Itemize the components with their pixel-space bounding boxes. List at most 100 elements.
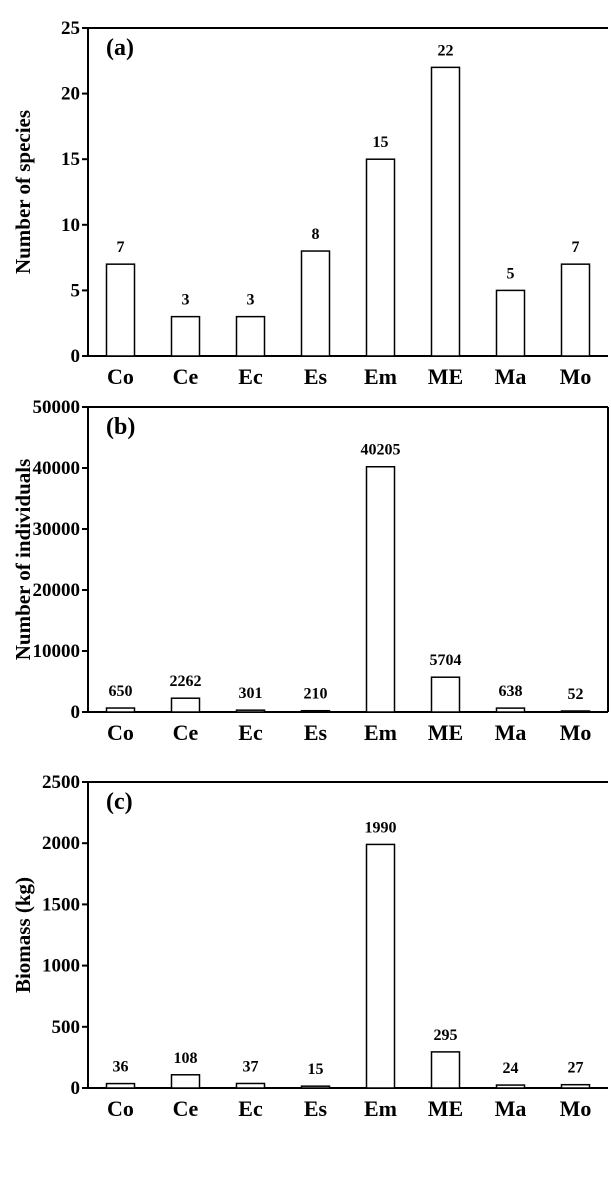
- panel-label: (c): [106, 789, 133, 815]
- x-tick-label: Em: [364, 720, 397, 745]
- y-tick-label: 40000: [33, 458, 81, 479]
- bar-em: [365, 843, 396, 1089]
- x-tick-label: Mo: [560, 1096, 592, 1121]
- y-tick-label: 50000: [33, 397, 81, 418]
- chart-panel-b: 0 10000 20000 30000 40000 50000 Number of indi…: [11, 397, 609, 745]
- bar-me: [430, 676, 461, 713]
- data-label: 7: [117, 239, 125, 256]
- data-label: 1990: [365, 819, 397, 836]
- data-label: 5: [507, 265, 515, 282]
- x-tick-label: Em: [364, 1096, 397, 1121]
- data-label: 5704: [430, 652, 462, 669]
- data-label: 650: [109, 683, 133, 700]
- bar-es: [300, 709, 331, 713]
- y-axis-label: Number of species: [11, 110, 35, 274]
- x-tick-label: Ma: [495, 364, 527, 389]
- bar-em: [365, 465, 396, 713]
- data-label: 15: [373, 134, 389, 151]
- data-label: 24: [503, 1060, 519, 1077]
- y-tick-label: 1500: [42, 894, 80, 915]
- data-label: 52: [568, 686, 584, 703]
- bar-em: [365, 158, 396, 357]
- y-tick-label: 0: [71, 702, 81, 723]
- x-tick-label: ME: [428, 1096, 463, 1121]
- y-tick-label: 0: [71, 1078, 81, 1099]
- x-tick-label: Ce: [173, 720, 199, 745]
- bar-mo: [560, 263, 591, 357]
- bar-ce: [170, 315, 201, 357]
- bar-ce: [170, 697, 201, 713]
- y-tick-label: 10000: [33, 641, 81, 662]
- x-tick-label: Ec: [238, 720, 263, 745]
- chart-panel-a: 0 5 10 15 20 25 Number of species (a) 7 Co 3 Ce 3 Ec 8…: [11, 18, 608, 389]
- y-tick-label: 2500: [42, 772, 80, 793]
- bar-co: [105, 707, 136, 713]
- x-tick-label: ME: [428, 364, 463, 389]
- x-tick-label: Es: [304, 720, 328, 745]
- data-label: 37: [243, 1058, 259, 1075]
- x-tick-label: Es: [304, 1096, 328, 1121]
- x-tick-label: Ec: [238, 364, 263, 389]
- x-tick-label: Ce: [173, 1096, 199, 1121]
- x-tick-label: Ma: [495, 720, 527, 745]
- data-label: 108: [174, 1050, 198, 1067]
- bar-ec: [235, 709, 266, 713]
- x-tick-label: Mo: [560, 364, 592, 389]
- data-label: 7: [572, 239, 580, 256]
- bar-co: [105, 1082, 136, 1089]
- data-label: 27: [568, 1060, 584, 1077]
- bar-ec: [235, 1082, 266, 1089]
- data-label: 36: [113, 1059, 129, 1076]
- y-tick-label: 2000: [42, 833, 80, 854]
- y-tick-label: 500: [52, 1017, 81, 1038]
- panel-label: (a): [106, 35, 134, 61]
- data-label: 210: [304, 686, 328, 703]
- y-tick-label: 25: [61, 18, 80, 39]
- chart-panel-c: 0 500 1000 1500 2000 2500 Biomass (kg) (c) 36 Co 1…: [11, 772, 608, 1121]
- x-tick-label: Mo: [560, 720, 592, 745]
- y-tick-label: 15: [61, 149, 80, 170]
- x-tick-label: Ma: [495, 1096, 527, 1121]
- x-tick-label: Em: [364, 364, 397, 389]
- bar-ec: [235, 315, 266, 357]
- panel-label: (b): [106, 414, 135, 440]
- data-label: 40205: [361, 442, 401, 459]
- data-label: 638: [499, 683, 523, 700]
- y-tick-label: 20000: [33, 580, 81, 601]
- bar-es: [300, 1085, 331, 1089]
- y-tick-label: 5: [71, 280, 81, 301]
- x-tick-label: ME: [428, 720, 463, 745]
- data-label: 22: [438, 42, 454, 59]
- data-label: 15: [308, 1061, 324, 1078]
- x-tick-label: Co: [107, 364, 134, 389]
- y-axis-label: Biomass (kg): [11, 877, 35, 993]
- y-axis-label: Number of individuals: [11, 459, 35, 661]
- data-label: 301: [239, 685, 263, 702]
- data-label: 8: [312, 226, 320, 243]
- x-tick-label: Co: [107, 720, 134, 745]
- bar-me: [430, 1051, 461, 1089]
- y-tick-label: 1000: [42, 956, 80, 977]
- bar-me: [430, 66, 461, 357]
- bar-ma: [495, 707, 526, 713]
- bar-co: [105, 263, 136, 357]
- bar-mo: [560, 1083, 591, 1089]
- bar-es: [300, 250, 331, 357]
- y-tick-label: 30000: [33, 519, 81, 540]
- x-tick-label: Ce: [173, 364, 199, 389]
- bar-ma: [495, 1084, 526, 1089]
- y-tick-label: 0: [71, 346, 81, 367]
- y-tick-label: 10: [61, 215, 80, 236]
- data-label: 2262: [170, 673, 202, 690]
- data-label: 3: [247, 292, 255, 309]
- bar-ma: [495, 289, 526, 357]
- y-tick-label: 20: [61, 84, 80, 105]
- x-tick-label: Ec: [238, 1096, 263, 1121]
- bar-ce: [170, 1074, 201, 1089]
- bar-mo: [560, 710, 591, 713]
- x-tick-label: Co: [107, 1096, 134, 1121]
- data-label: 3: [182, 292, 190, 309]
- data-label: 295: [434, 1027, 458, 1044]
- x-tick-label: Es: [304, 364, 328, 389]
